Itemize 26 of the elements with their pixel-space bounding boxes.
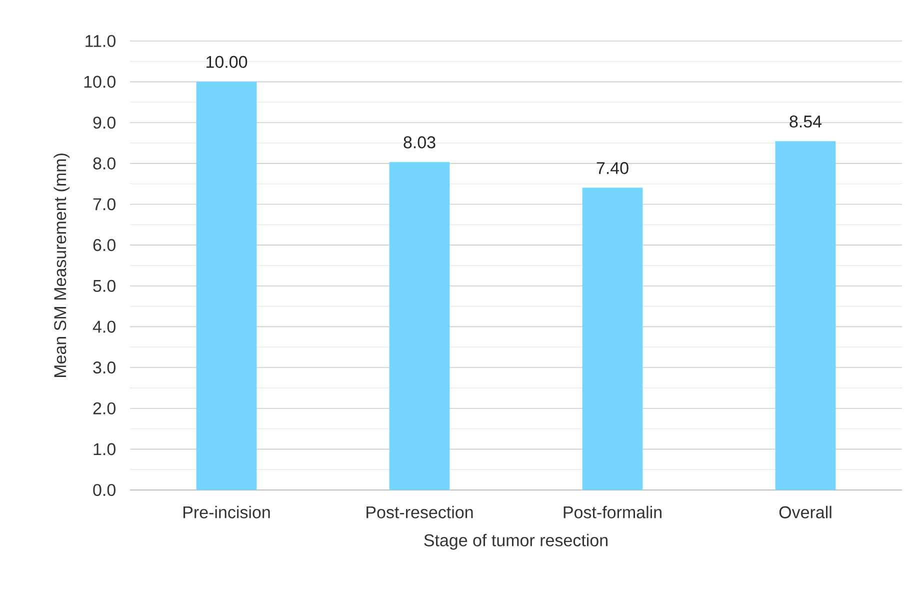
data-label: 10.00 bbox=[206, 56, 248, 68]
x-axis-title: Stage of tumor resection bbox=[424, 534, 608, 550]
y-tick-label: 6.0 bbox=[93, 239, 116, 252]
y-tick-label: 9.0 bbox=[93, 116, 116, 129]
data-label: 8.03 bbox=[404, 136, 436, 148]
data-label: 7.40 bbox=[596, 162, 628, 174]
y-tick-label: 2.0 bbox=[93, 402, 116, 414]
y-tick-label: 4.0 bbox=[92, 320, 116, 333]
y-tick-label: 5.0 bbox=[93, 280, 116, 292]
data-label: 8.54 bbox=[790, 115, 822, 128]
x-tick-label: Post-resection bbox=[366, 506, 473, 518]
bar bbox=[582, 188, 643, 490]
y-tick-label: 3.0 bbox=[93, 362, 116, 374]
x-tick-label: Post-formalin bbox=[564, 506, 662, 518]
y-tick-label: 8.0 bbox=[93, 157, 116, 170]
y-tick-label: 1.0 bbox=[94, 443, 116, 456]
bar bbox=[389, 162, 450, 490]
bar bbox=[775, 141, 836, 490]
x-tick-label: Overall bbox=[779, 506, 832, 518]
y-tick-label: 7.0 bbox=[93, 198, 116, 210]
y-tick-label: 0.0 bbox=[93, 484, 116, 496]
y-axis-title: Mean SM Measurement (mm) bbox=[54, 154, 70, 377]
x-tick-label: Pre-incision bbox=[183, 506, 270, 518]
y-tick-label: 10.0 bbox=[84, 76, 116, 88]
bar bbox=[196, 82, 257, 490]
y-tick-label: 11.0 bbox=[86, 34, 116, 48]
